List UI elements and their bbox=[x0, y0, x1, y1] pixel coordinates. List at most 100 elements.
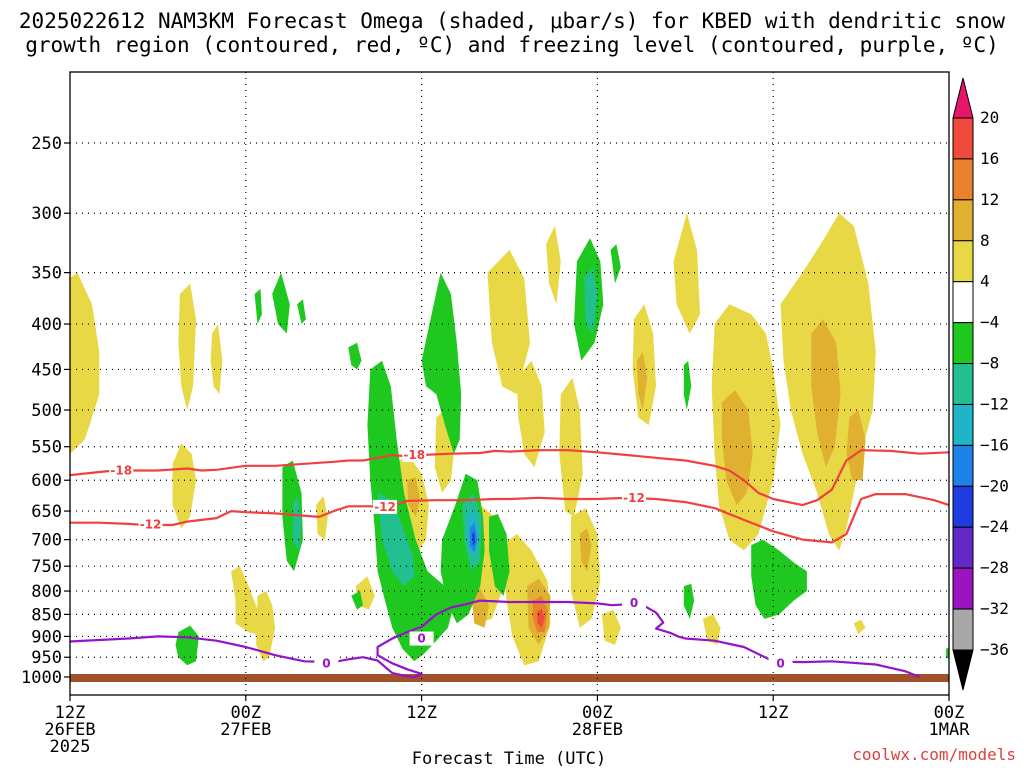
omega-region-36 bbox=[272, 272, 290, 334]
y-tick-label: 500 bbox=[31, 401, 62, 421]
y-tick-label: 850 bbox=[31, 605, 62, 625]
colorbar-label: −28 bbox=[980, 558, 1009, 577]
colorbar-label: −32 bbox=[980, 599, 1009, 618]
omega-region-42 bbox=[351, 591, 363, 610]
dgz-contour-label: -12 bbox=[623, 491, 645, 505]
freezing-level-contour-label-bg bbox=[314, 656, 339, 671]
x-tick-label: 12Z bbox=[55, 703, 86, 723]
chart-title-line-1: 2025022612 NAM3KM Forecast Omega (shaded… bbox=[19, 9, 1006, 33]
y-tick-label: 550 bbox=[31, 438, 62, 458]
y-tick-label: 700 bbox=[31, 531, 62, 551]
omega-region-19 bbox=[673, 213, 700, 334]
colorbar-band bbox=[952, 117, 974, 160]
y-axis: 2503003504004505005506006507007508008509… bbox=[21, 134, 70, 688]
omega-region-40 bbox=[348, 342, 362, 370]
y-tick-label: 1000 bbox=[21, 668, 62, 688]
colorbar-band bbox=[952, 567, 974, 610]
y-tick-label: 350 bbox=[31, 264, 62, 284]
omega-region-24 bbox=[721, 390, 753, 506]
omega-region-48 bbox=[683, 360, 692, 410]
y-tick-label: 300 bbox=[31, 204, 62, 224]
y-tick-label: 800 bbox=[31, 582, 62, 602]
omega-region-43 bbox=[421, 272, 462, 454]
colorbar-label: −4 bbox=[980, 313, 999, 332]
freezing-level-contour-label-bg bbox=[622, 595, 647, 610]
omega-region-0 bbox=[70, 272, 100, 454]
x-tick-label: 00Z bbox=[582, 703, 613, 723]
omega-region-38 bbox=[297, 299, 306, 324]
freezing-level-contour-label-bg bbox=[768, 656, 793, 671]
colorbar-label: 16 bbox=[980, 149, 999, 168]
colorbar-band bbox=[952, 444, 974, 487]
omega-region-14 bbox=[546, 225, 561, 305]
omega-region-34 bbox=[537, 608, 545, 628]
dgz-contour-label-bg bbox=[402, 448, 427, 463]
dgz-contour-label: -18 bbox=[403, 448, 425, 462]
colorbar-label: −8 bbox=[980, 354, 999, 373]
x-tick-label: 26FEB bbox=[44, 720, 95, 740]
credit-text: coolwx.com/models bbox=[852, 745, 1016, 764]
omega-region-50 bbox=[751, 539, 807, 619]
omega-region-55 bbox=[584, 267, 598, 334]
colorbar-band bbox=[952, 158, 974, 201]
x-axis-label: Forecast Time (UTC) bbox=[412, 749, 606, 768]
y-tick-label: 600 bbox=[31, 471, 62, 491]
plot-frame bbox=[69, 71, 950, 696]
y-tick-label: 400 bbox=[31, 315, 62, 335]
dgz-contour-label-bg bbox=[372, 499, 397, 514]
colorbar: 20 16 12 8 4 −4 −8 −12 −16 −20 −24 −28 −32 −36 bbox=[952, 77, 1009, 691]
chart-title-line-2: growth region (contoured, red, ºC) and f… bbox=[25, 33, 999, 57]
omega-region-37 bbox=[254, 288, 262, 324]
omega-region-32 bbox=[637, 351, 648, 410]
colorbar-band bbox=[952, 199, 974, 242]
freezing-level-contour-label: 0 bbox=[630, 596, 638, 610]
dgz-contour-label: -18 bbox=[110, 463, 132, 477]
y-tick-label: 250 bbox=[31, 134, 62, 154]
x-tick-label: 00Z bbox=[934, 703, 965, 723]
colorbar-label: 20 bbox=[980, 108, 999, 127]
colorbar-top-tip bbox=[952, 77, 974, 119]
omega-region-26 bbox=[846, 410, 866, 481]
colorbar-band bbox=[952, 526, 974, 569]
x-tick-label: 28FEB bbox=[572, 720, 623, 740]
dgz-contour-label-bg bbox=[138, 517, 163, 532]
dgz-contour-1 bbox=[70, 493, 950, 544]
dgz-contour-label: -12 bbox=[374, 500, 396, 514]
dgz-contour-label: -12 bbox=[140, 517, 162, 531]
y-tick-label: 650 bbox=[31, 502, 62, 522]
omega-region-47 bbox=[610, 244, 621, 284]
colorbar-band bbox=[952, 485, 974, 528]
colorbar-band bbox=[952, 608, 974, 651]
colorbar-band bbox=[952, 281, 974, 324]
colorbar-label: −16 bbox=[980, 435, 1009, 454]
colorbar-band bbox=[952, 240, 974, 283]
omega-region-51 bbox=[946, 647, 949, 660]
omega-region-2 bbox=[210, 324, 223, 395]
freezing-level-contour-label: 0 bbox=[322, 656, 330, 670]
dgz-contour-label-bg bbox=[622, 490, 647, 505]
freezing-level-contour-label-bg bbox=[409, 631, 434, 646]
colorbar-label: −36 bbox=[980, 640, 1009, 659]
y-tick-label: 450 bbox=[31, 360, 62, 380]
x-tick-label: 12Z bbox=[758, 703, 789, 723]
colorbar-bottom-tip bbox=[952, 649, 974, 691]
omega-region-13 bbox=[516, 360, 545, 468]
omega-region-17 bbox=[601, 609, 621, 645]
omega-region-35 bbox=[175, 625, 199, 666]
omega-region-45 bbox=[489, 514, 510, 596]
colorbar-label: −24 bbox=[980, 517, 1009, 536]
omega-region-1 bbox=[178, 283, 196, 410]
y-tick-label: 950 bbox=[31, 648, 62, 668]
colorbar-label: −12 bbox=[980, 394, 1009, 413]
freezing-level-contour-label: 0 bbox=[417, 632, 425, 646]
omega-region-25 bbox=[811, 319, 841, 468]
omega-region-6 bbox=[316, 496, 328, 540]
omega-region-49 bbox=[683, 583, 695, 619]
x-tick-label: 2025 bbox=[50, 737, 91, 757]
x-tick-label: 12Z bbox=[406, 703, 437, 723]
ground-terrain bbox=[70, 674, 949, 682]
dgz-contour-0 bbox=[69, 449, 950, 507]
freezing-level-contour-label: 0 bbox=[776, 656, 784, 670]
